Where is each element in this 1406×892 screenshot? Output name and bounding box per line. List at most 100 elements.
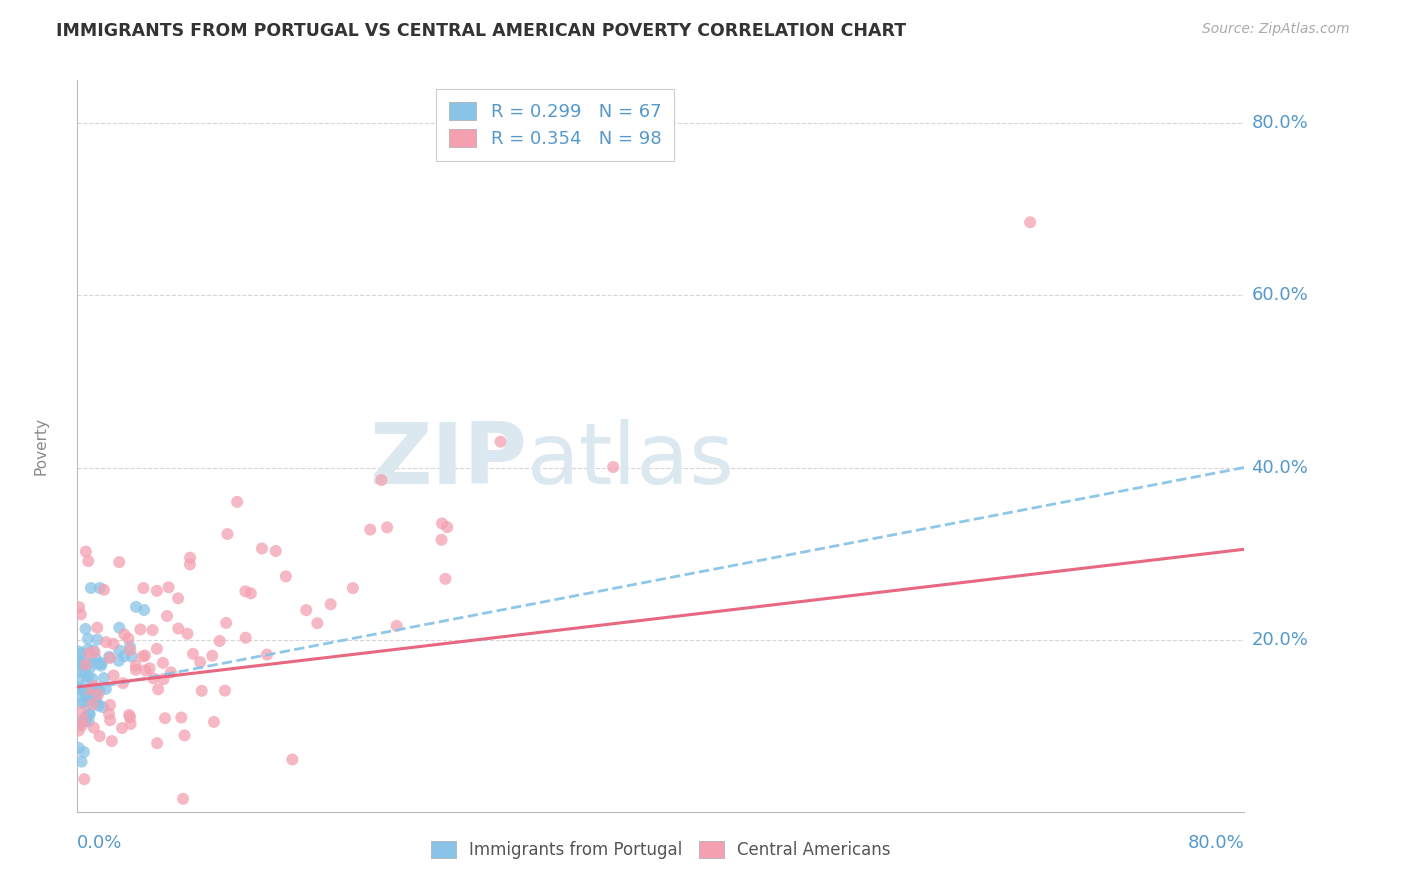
Point bbox=[170, 710, 193, 724]
Point bbox=[80, 656, 103, 670]
Point bbox=[75, 710, 97, 724]
Point bbox=[142, 672, 165, 686]
Point bbox=[77, 685, 100, 699]
Point bbox=[157, 580, 180, 594]
Point bbox=[202, 714, 225, 729]
Text: Source: ZipAtlas.com: Source: ZipAtlas.com bbox=[1202, 22, 1350, 37]
Point bbox=[120, 710, 142, 724]
Point bbox=[239, 586, 262, 600]
Text: 80.0%: 80.0% bbox=[1251, 114, 1308, 132]
Point bbox=[121, 649, 143, 664]
Point bbox=[76, 632, 98, 646]
Point bbox=[77, 669, 100, 683]
Point bbox=[101, 734, 124, 748]
Point bbox=[274, 569, 297, 583]
Point bbox=[112, 627, 135, 641]
Point bbox=[125, 599, 148, 614]
Point bbox=[146, 682, 169, 697]
Point bbox=[94, 635, 117, 649]
Point bbox=[67, 644, 90, 658]
Point bbox=[82, 689, 104, 703]
Point bbox=[256, 648, 278, 662]
Point bbox=[70, 683, 93, 698]
Legend: Immigrants from Portugal, Central Americans: Immigrants from Portugal, Central Americ… bbox=[425, 834, 897, 865]
Point bbox=[67, 657, 90, 672]
Point bbox=[370, 473, 392, 487]
Point bbox=[72, 658, 94, 673]
Point bbox=[215, 615, 238, 630]
Point bbox=[67, 740, 90, 755]
Point bbox=[98, 706, 121, 721]
Text: Poverty: Poverty bbox=[34, 417, 48, 475]
Point bbox=[89, 683, 111, 698]
Point bbox=[73, 772, 96, 786]
Point bbox=[142, 623, 165, 637]
Point bbox=[208, 634, 231, 648]
Point bbox=[281, 752, 304, 766]
Point bbox=[79, 707, 101, 722]
Point bbox=[108, 643, 131, 657]
Point bbox=[167, 622, 190, 636]
Point bbox=[108, 555, 131, 569]
Point bbox=[67, 681, 90, 695]
Point bbox=[602, 460, 624, 475]
Point bbox=[87, 657, 110, 671]
Point bbox=[87, 688, 110, 702]
Point bbox=[181, 647, 204, 661]
Text: 20.0%: 20.0% bbox=[1251, 631, 1308, 648]
Point bbox=[436, 520, 458, 534]
Point bbox=[134, 648, 156, 663]
Point bbox=[176, 627, 198, 641]
Point bbox=[72, 713, 94, 727]
Point bbox=[98, 698, 121, 712]
Point bbox=[79, 695, 101, 709]
Point bbox=[82, 698, 104, 712]
Point bbox=[83, 721, 105, 735]
Point bbox=[375, 520, 398, 534]
Point bbox=[76, 683, 98, 698]
Point bbox=[111, 721, 134, 735]
Point bbox=[72, 697, 94, 711]
Text: 40.0%: 40.0% bbox=[1251, 458, 1308, 476]
Point bbox=[112, 649, 135, 664]
Point bbox=[156, 609, 179, 624]
Point bbox=[132, 581, 155, 595]
Point bbox=[79, 660, 101, 674]
Point bbox=[84, 652, 107, 666]
Point bbox=[73, 665, 96, 680]
Point bbox=[359, 523, 381, 537]
Point bbox=[172, 792, 194, 806]
Point bbox=[76, 687, 98, 701]
Point bbox=[70, 689, 93, 703]
Point bbox=[70, 755, 93, 769]
Point bbox=[69, 665, 91, 679]
Point bbox=[86, 696, 108, 710]
Point bbox=[91, 700, 114, 714]
Point bbox=[385, 619, 408, 633]
Point bbox=[89, 729, 111, 743]
Text: atlas: atlas bbox=[527, 419, 734, 502]
Point bbox=[319, 597, 342, 611]
Point bbox=[90, 657, 112, 671]
Point bbox=[75, 654, 97, 668]
Point bbox=[67, 718, 90, 732]
Point bbox=[83, 679, 105, 693]
Point bbox=[70, 607, 93, 622]
Point bbox=[82, 672, 104, 686]
Point bbox=[76, 690, 98, 705]
Point bbox=[76, 674, 98, 689]
Point bbox=[79, 690, 101, 704]
Point bbox=[67, 600, 90, 615]
Point bbox=[134, 603, 156, 617]
Point bbox=[226, 495, 249, 509]
Point bbox=[134, 664, 156, 678]
Point bbox=[75, 622, 97, 636]
Text: 80.0%: 80.0% bbox=[1188, 834, 1244, 852]
Point bbox=[77, 714, 100, 729]
Point bbox=[146, 736, 169, 750]
Point bbox=[79, 706, 101, 721]
Point bbox=[118, 708, 141, 723]
Point bbox=[73, 745, 96, 759]
Point bbox=[86, 687, 108, 701]
Point bbox=[98, 651, 121, 665]
